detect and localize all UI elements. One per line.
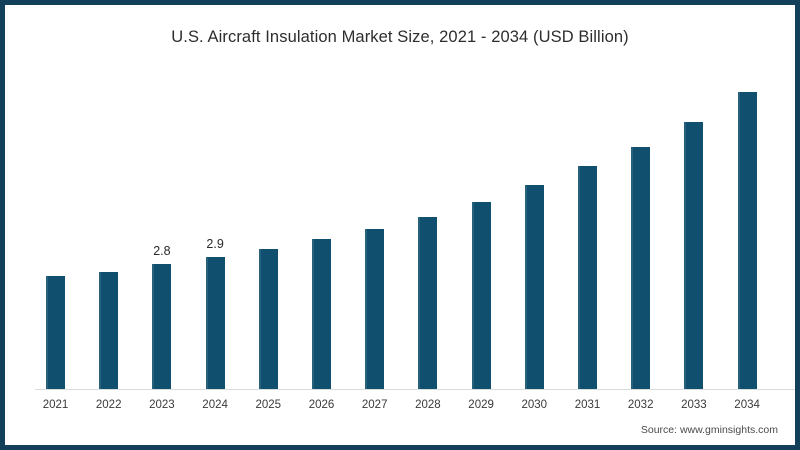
chart-title: U.S. Aircraft Insulation Market Size, 20… <box>171 28 629 46</box>
bar <box>578 166 597 389</box>
x-tick-label: 2022 <box>95 399 122 411</box>
x-tick-label: 2034 <box>734 399 760 411</box>
bar <box>524 185 544 389</box>
x-axis-line <box>35 389 795 390</box>
bar <box>631 147 651 389</box>
x-tick-label: 2031 <box>574 399 601 411</box>
bar <box>471 202 491 389</box>
bar-series <box>30 70 770 389</box>
bar-value-label: 2.8 <box>153 244 171 258</box>
bar <box>365 229 385 389</box>
bar <box>46 276 65 389</box>
x-tick-label: 2024 <box>202 399 228 411</box>
bar-value-label: 2.9 <box>206 237 224 251</box>
plot-area: 2.8 2.9 2021 2022 2023 2024 2025 2026 2027 2028 2… <box>30 70 795 411</box>
source-attribution: Source: www.gminsights.com <box>640 424 778 436</box>
bar <box>99 272 119 389</box>
x-tick-label: 2033 <box>681 399 707 411</box>
x-tick-label: 2023 <box>149 399 175 411</box>
x-tick-label: 2030 <box>521 399 548 411</box>
x-tick-label: 2026 <box>308 399 335 411</box>
bar <box>258 249 278 389</box>
bar <box>684 122 704 389</box>
figure-canvas <box>5 5 795 445</box>
bar <box>737 92 757 389</box>
bar <box>205 257 225 389</box>
bar <box>312 239 331 389</box>
x-tick-label: 2027 <box>361 399 388 411</box>
bar <box>152 264 172 389</box>
x-tick-label: 2029 <box>468 399 494 411</box>
x-tick-label: 2028 <box>415 399 441 411</box>
x-tick-label: 2021 <box>42 399 69 411</box>
x-tick-label: 2025 <box>255 399 282 411</box>
bar <box>418 217 438 389</box>
x-tick-label: 2032 <box>627 399 654 411</box>
